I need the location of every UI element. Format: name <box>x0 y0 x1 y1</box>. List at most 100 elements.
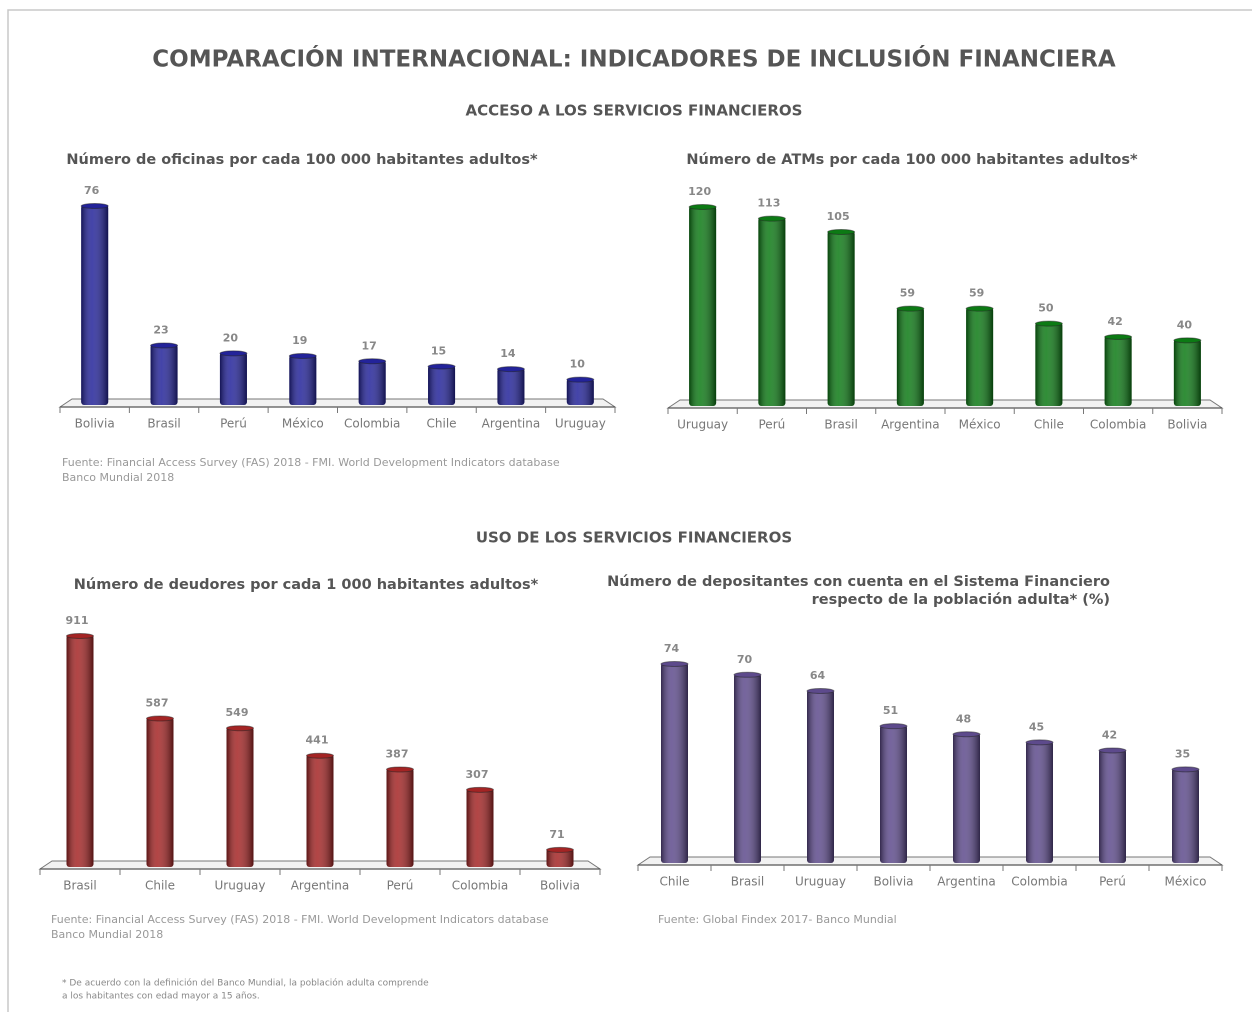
x-tick-label: Brasil <box>147 417 180 431</box>
value-label: 64 <box>810 669 826 682</box>
value-label: 20 <box>223 331 239 344</box>
value-label: 120 <box>688 185 711 198</box>
bar-cap <box>386 766 414 773</box>
value-label: 17 <box>362 339 377 352</box>
x-tick-label: Colombia <box>452 879 508 893</box>
x-tick-label: Uruguay <box>215 879 266 893</box>
bar-cap <box>226 725 254 732</box>
value-label: 14 <box>500 347 516 360</box>
bar-cap <box>496 366 525 373</box>
bar-cap <box>66 633 94 639</box>
bar-shade <box>1104 336 1132 406</box>
bar-cap <box>288 353 317 359</box>
x-tick-label: Colombia <box>1011 875 1067 889</box>
bar-cap <box>1104 334 1133 340</box>
x-tick-label: México <box>959 418 1001 432</box>
x-tick-label: Bolivia <box>873 875 913 889</box>
value-label: 113 <box>757 197 780 210</box>
bar-shade <box>734 673 761 863</box>
value-label: 587 <box>146 697 169 710</box>
footnote: a los habitantes con edad mayor a 15 año… <box>62 992 260 1002</box>
bar-cap <box>146 715 174 722</box>
bar-shade <box>81 205 109 405</box>
bar-cap <box>1025 739 1054 746</box>
bar-shade <box>289 355 317 405</box>
bar-shade <box>146 717 174 867</box>
section-heading: USO DE LOS SERVICIOS FINANCIEROS <box>476 529 792 547</box>
value-label: 74 <box>664 642 680 655</box>
x-tick-label: Argentina <box>881 418 940 432</box>
bar-shade <box>1099 749 1126 863</box>
bar-cap <box>1098 747 1127 754</box>
bar-cap <box>1034 320 1063 327</box>
value-label: 42 <box>1102 728 1117 741</box>
bar-shade <box>689 206 717 406</box>
value-label: 71 <box>549 828 564 841</box>
bar-cap <box>546 846 574 853</box>
bar-cap <box>660 661 689 667</box>
bar-shade <box>386 768 414 867</box>
value-label: 10 <box>570 358 586 371</box>
value-label: 23 <box>153 323 168 336</box>
chart-title: respecto de la población adulta* (%) <box>812 592 1110 608</box>
main-title: COMPARACIÓN INTERNACIONAL: INDICADORES D… <box>152 45 1116 73</box>
bar-cap <box>466 786 494 793</box>
chart-title: Número de oficinas por cada 100 000 habi… <box>66 152 538 168</box>
value-label: 50 <box>1038 302 1054 315</box>
value-label: 59 <box>900 287 915 300</box>
bar-shade <box>807 690 834 863</box>
x-tick-label: Chile <box>1034 418 1064 432</box>
bar-shade <box>827 231 855 406</box>
source-note: Banco Mundial 2018 <box>62 471 174 484</box>
bar-cap <box>688 204 717 210</box>
x-tick-label: Uruguay <box>555 417 606 431</box>
x-tick-label: Perú <box>759 418 786 432</box>
x-tick-label: Perú <box>1099 875 1126 889</box>
value-label: 59 <box>969 287 984 300</box>
x-tick-label: Perú <box>220 417 247 431</box>
bar-cap <box>566 376 595 383</box>
bar-shade <box>1026 741 1053 863</box>
x-tick-label: Perú <box>387 879 414 893</box>
x-tick-label: Chile <box>427 417 457 431</box>
value-label: 15 <box>431 345 446 358</box>
bar-cap <box>80 203 109 209</box>
value-label: 76 <box>84 184 100 197</box>
bar-shade <box>566 378 594 405</box>
bar-shade <box>358 360 386 405</box>
source-note: Fuente: Global Findex 2017- Banco Mundia… <box>658 913 897 926</box>
bar-shade <box>966 307 994 406</box>
bar-shade <box>306 754 334 867</box>
bar-cap <box>965 305 994 312</box>
bar-shade <box>497 368 525 405</box>
x-tick-label: Argentina <box>937 875 996 889</box>
chart-title: Número de depositantes con cuenta en el … <box>607 574 1110 590</box>
bar-cap <box>427 363 456 370</box>
x-tick-label: Uruguay <box>795 875 846 889</box>
floor <box>636 856 1224 866</box>
footnote: * De acuerdo con la definición del Banco… <box>62 978 429 989</box>
bar-cap <box>219 350 248 357</box>
value-label: 70 <box>737 653 753 666</box>
x-tick-label: Brasil <box>63 879 96 893</box>
bar-cap <box>806 688 835 695</box>
x-tick-label: Brasil <box>824 418 857 432</box>
value-label: 19 <box>292 334 307 347</box>
x-tick-label: México <box>282 417 324 431</box>
value-label: 105 <box>827 210 850 223</box>
bar-shade <box>428 365 456 405</box>
bar-cap <box>358 358 387 365</box>
bar-cap <box>757 215 786 222</box>
value-label: 911 <box>66 614 89 627</box>
source-note: Banco Mundial 2018 <box>51 928 163 941</box>
bar-shade <box>546 848 574 867</box>
bar-shade <box>1035 322 1063 406</box>
value-label: 51 <box>883 704 898 717</box>
bar-shade <box>150 344 178 405</box>
value-label: 40 <box>1177 318 1193 331</box>
bar-cap <box>306 752 334 759</box>
bar-shade <box>953 733 980 863</box>
floor <box>666 399 1224 409</box>
bar-shade <box>758 217 786 406</box>
